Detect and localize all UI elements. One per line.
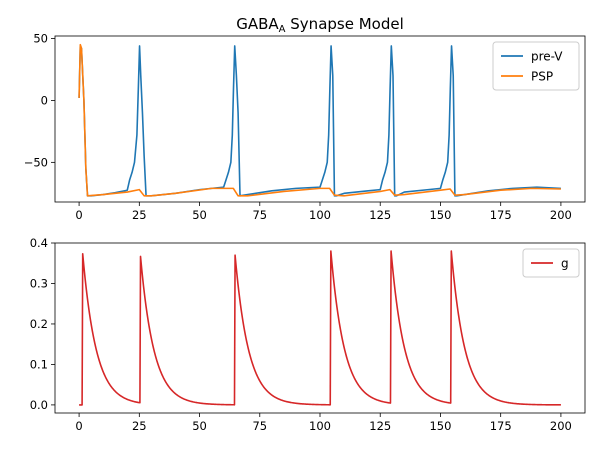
bottom-plot-lines [78, 250, 562, 406]
x-tick-label: 125 [369, 419, 391, 433]
legend-label: pre-V [531, 50, 563, 64]
y-tick-label: 0.3 [30, 276, 48, 290]
x-tick-label: 150 [429, 419, 451, 433]
y-tick-label: 50 [33, 31, 48, 45]
y-tick-label: 0 [41, 93, 48, 107]
y-tick-label: 0.4 [30, 236, 48, 250]
top-axis-ticks: 0 25 50 75 100 125 150 175 200 −50 0 50 [24, 31, 572, 222]
x-tick-label: 50 [192, 419, 207, 433]
top-axes: GABAA Synapse Model 0 25 50 75 100 125 150 175 2… [24, 15, 586, 222]
y-tick-label: 0.2 [30, 317, 48, 331]
y-tick-label: −50 [24, 155, 48, 169]
x-tick-label: 25 [132, 419, 147, 433]
y-tick-label: 0.1 [30, 357, 48, 371]
series-line-pre-v [78, 45, 561, 197]
top-legend: pre-V PSP [492, 41, 580, 91]
x-tick-label: 0 [75, 208, 82, 222]
x-tick-label: 125 [369, 208, 391, 222]
legend-label: g [561, 257, 569, 271]
chart-title: GABAA Synapse Model [236, 15, 404, 35]
top-plot-lines [78, 43, 561, 197]
series-line-g [78, 250, 562, 406]
legend-label: PSP [531, 70, 553, 84]
bottom-axis-ticks: 0 25 50 75 100 125 150 175 200 0.0 0.1 0.2 0.3 0.4 [30, 236, 572, 433]
y-tick-label: 0.0 [30, 398, 48, 412]
x-tick-label: 150 [429, 208, 451, 222]
x-tick-label: 50 [192, 208, 207, 222]
x-tick-label: 175 [490, 208, 512, 222]
x-tick-label: 175 [490, 419, 512, 433]
x-tick-label: 100 [309, 208, 331, 222]
x-tick-label: 200 [550, 419, 572, 433]
x-tick-label: 0 [75, 419, 82, 433]
legend-box [492, 41, 580, 91]
x-tick-label: 75 [252, 208, 267, 222]
bottom-legend: g [522, 248, 580, 278]
bottom-axes: 0 25 50 75 100 125 150 175 200 0.0 0.1 0.2 0.3 0.4 g [30, 236, 586, 433]
x-tick-label: 75 [252, 419, 267, 433]
x-tick-label: 200 [550, 208, 572, 222]
x-tick-label: 100 [309, 419, 331, 433]
bottom-axes-frame [54, 242, 586, 414]
x-tick-label: 25 [132, 208, 147, 222]
series-line-psp [78, 43, 561, 197]
